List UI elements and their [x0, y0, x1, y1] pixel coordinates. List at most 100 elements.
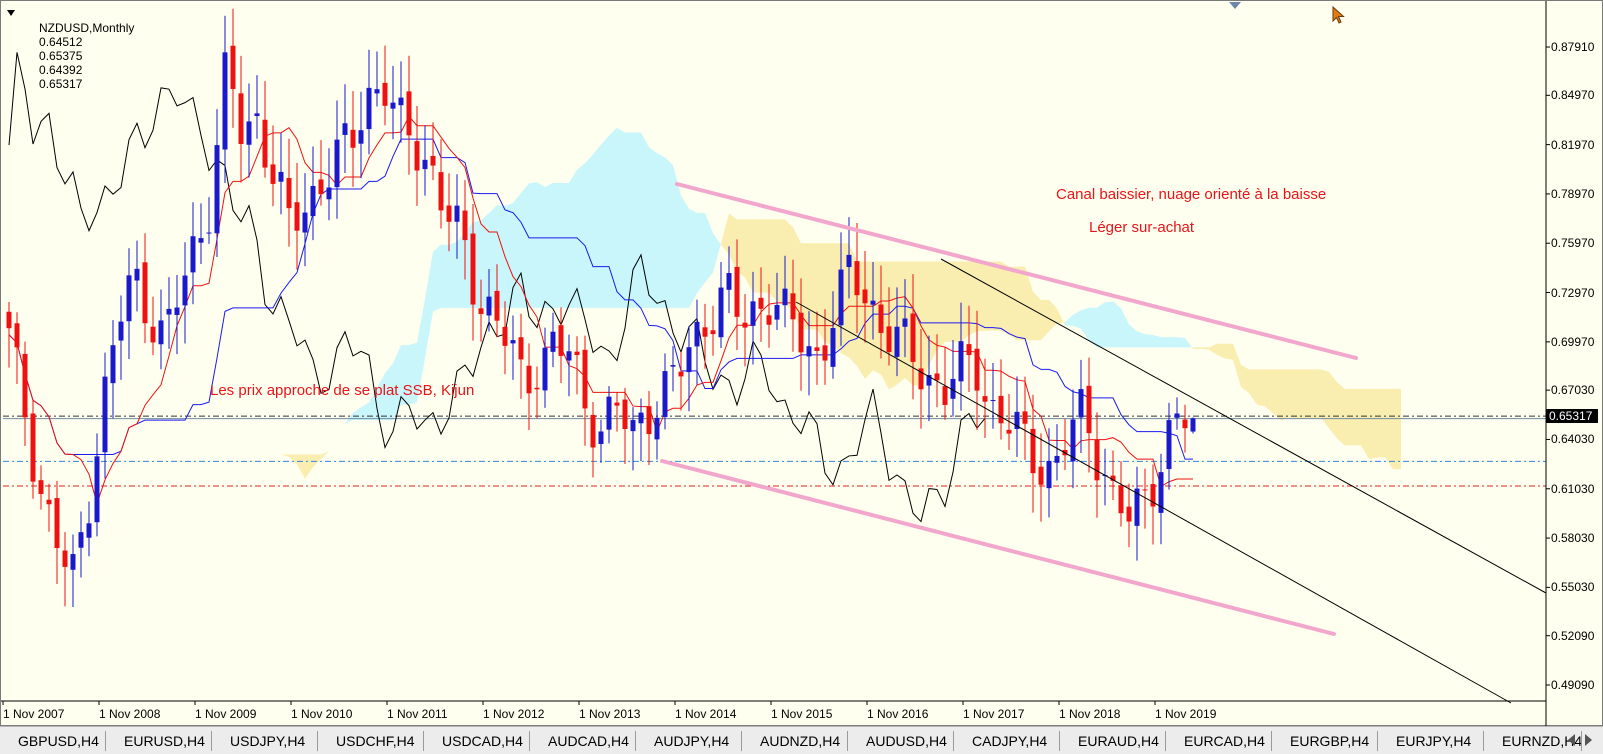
symbol-tab[interactable]: AUDUSD,H4 — [848, 731, 954, 751]
candle-body — [606, 396, 612, 430]
candle-body — [358, 130, 364, 144]
kumo-cloud-segment — [393, 345, 401, 421]
symbol-tab[interactable]: CADJPY,H4 — [954, 731, 1060, 751]
symbol-tab[interactable]: AUDCAD,H4 — [530, 731, 636, 751]
candle-body — [766, 315, 772, 325]
date-tick-label: 1 Nov 2010 — [291, 707, 353, 721]
kumo-cloud-segment — [1001, 261, 1009, 335]
kumo-cloud-segment — [1337, 382, 1345, 446]
candle-body — [950, 378, 956, 399]
candle-body — [726, 273, 732, 290]
candle-body — [1030, 428, 1036, 474]
symbol-tab[interactable]: USDCAD,H4 — [424, 731, 530, 751]
candle-body — [190, 236, 196, 273]
candle-body — [934, 373, 940, 381]
candle-body — [1078, 389, 1084, 418]
kumo-cloud-segment — [249, 405, 257, 417]
candle-body — [702, 327, 708, 337]
kumo-cloud-segment — [1025, 266, 1033, 341]
kumo-cloud-segment — [1081, 307, 1089, 341]
price-tick-label: 0.55030 — [1551, 580, 1595, 595]
kumo-cloud-segment — [433, 244, 441, 312]
candle-body — [782, 288, 788, 306]
symbol-tab[interactable]: EURNZD,H4 — [1484, 731, 1582, 751]
kumo-cloud-segment — [449, 241, 457, 308]
kumo-cloud-segment — [761, 219, 769, 293]
price-chart[interactable] — [1, 1, 1603, 727]
candle-body — [1014, 411, 1020, 429]
kumo-cloud-segment — [1089, 307, 1097, 348]
kumo-cloud-segment — [353, 407, 361, 421]
chart-header: NZDUSD,Monthly 0.64512 0.65375 0.64392 0… — [19, 7, 140, 105]
kumo-cloud-segment — [1385, 388, 1393, 470]
chart-window[interactable]: NZDUSD,Monthly 0.64512 0.65375 0.64392 0… — [0, 0, 1603, 727]
symbol-tab[interactable]: EURJPY,H4 — [1378, 731, 1484, 751]
price-tick-label: 0.64030 — [1551, 432, 1595, 447]
kumo-cloud-segment — [665, 157, 673, 308]
candle-body — [862, 289, 868, 304]
kumo-cloud-segment — [1281, 369, 1289, 421]
symbol-tab[interactable]: USDJPY,H4 — [212, 731, 318, 751]
candle-body — [78, 532, 84, 548]
scroll-right-icon[interactable] — [1585, 734, 1592, 746]
kumo-cloud-segment — [1049, 299, 1057, 332]
shift-marker-icon[interactable] — [1229, 2, 1241, 9]
symbol-tab[interactable]: EURAUD,H4 — [1060, 731, 1166, 751]
symbol-tab[interactable]: AUDJPY,H4 — [636, 731, 742, 751]
kumo-cloud-segment — [529, 182, 537, 308]
chart-menu-arrow-icon[interactable] — [7, 10, 15, 16]
candle-body — [422, 159, 428, 170]
candle-body — [590, 414, 596, 448]
symbol-tab[interactable]: USDCHF,H4 — [318, 731, 424, 751]
candle-body — [678, 371, 684, 377]
symbol-tab[interactable]: EURCAD,H4 — [1166, 731, 1272, 751]
candle-body — [62, 550, 68, 567]
candle-body — [630, 420, 636, 432]
date-tick-label: 1 Nov 2007 — [3, 707, 65, 721]
candle-body — [14, 323, 20, 348]
kumo-cloud-segment — [1393, 388, 1401, 470]
kumo-cloud-segment — [1313, 369, 1321, 419]
kumo-cloud-segment — [593, 144, 601, 308]
kumo-cloud-segment — [1065, 314, 1073, 326]
symbol-tab[interactable]: GBPUSD,H4 — [0, 731, 106, 751]
kumo-cloud-segment — [329, 427, 337, 452]
price-tick-label: 0.84970 — [1551, 88, 1595, 103]
candle-body — [38, 480, 44, 494]
candle-body — [94, 456, 100, 523]
candle-body — [230, 45, 236, 89]
channel-upper-pink-line — [675, 182, 1358, 360]
symbol-tab[interactable]: AUDNZD,H4 — [742, 731, 848, 751]
kumo-cloud-segment — [577, 163, 585, 308]
symbol-tab[interactable]: EURGBP,H4 — [1272, 731, 1378, 751]
kumo-cloud-segment — [881, 261, 889, 390]
candle-body — [446, 205, 452, 222]
candle-body — [366, 87, 372, 130]
candle-body — [750, 301, 756, 326]
candle-body — [694, 321, 700, 347]
kumo-cloud-segment — [289, 454, 297, 465]
kumo-cloud-segment — [1185, 337, 1193, 349]
kumo-cloud-segment — [497, 205, 505, 308]
candle-body — [1054, 455, 1060, 463]
candle-body — [406, 91, 412, 136]
kumo-cloud-segment — [385, 363, 393, 421]
kumo-cloud-segment — [1145, 334, 1153, 348]
candle-body — [974, 348, 980, 391]
date-tick-label: 1 Nov 2018 — [1059, 707, 1121, 721]
candle-body — [294, 202, 300, 231]
low-value: 0.64392 — [39, 63, 83, 77]
candle-body — [414, 141, 420, 171]
kumo-cloud-segment — [689, 208, 697, 308]
kumo-cloud-segment — [993, 261, 1001, 331]
kumo-cloud-segment — [505, 203, 513, 308]
price-tick-label: 0.81970 — [1551, 137, 1595, 152]
candle-body — [1038, 466, 1044, 485]
symbol-tab[interactable]: EURUSD,H4 — [106, 731, 212, 751]
candle-body — [542, 347, 548, 391]
kumo-cloud-segment — [961, 261, 969, 342]
candle-body — [6, 311, 12, 329]
candle-body — [334, 139, 340, 188]
scroll-left-icon[interactable] — [1568, 734, 1575, 746]
